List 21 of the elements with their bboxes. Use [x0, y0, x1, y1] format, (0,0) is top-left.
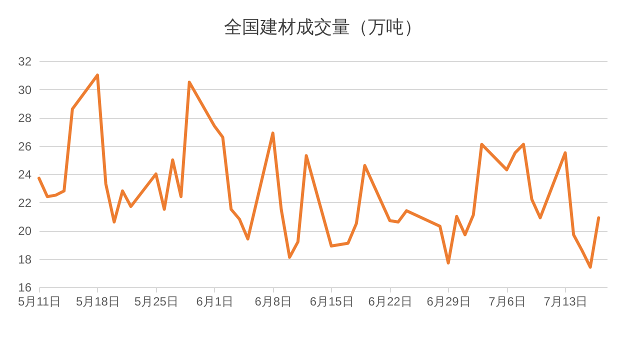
x-tick-label: 5月25日	[134, 294, 178, 308]
y-tick-label: 16	[18, 280, 32, 294]
y-tick-label: 32	[18, 54, 32, 68]
y-tick-label: 18	[18, 252, 32, 266]
x-tick-label: 6月8日	[254, 294, 292, 308]
x-tick-label: 5月11日	[18, 294, 62, 308]
chart-title: 全国建材成交量（万吨）	[224, 17, 422, 37]
y-tick-label: 22	[18, 196, 32, 210]
y-tick-label: 24	[18, 168, 32, 182]
x-tick-label: 6月1日	[196, 294, 234, 308]
y-tick-label: 28	[18, 111, 32, 125]
y-tick-label: 30	[18, 82, 32, 97]
x-tick-label: 5月18日	[76, 294, 120, 308]
x-tick-label: 6月15日	[310, 294, 354, 308]
x-tick-label: 7月6日	[488, 294, 526, 308]
y-tick-label: 20	[18, 224, 32, 238]
y-tick-label: 26	[18, 139, 32, 154]
x-tick-label: 7月13日	[544, 294, 588, 308]
x-tick-label: 6月22日	[368, 294, 412, 308]
x-tick-label: 6月29日	[426, 294, 471, 308]
line-series	[38, 74, 600, 269]
